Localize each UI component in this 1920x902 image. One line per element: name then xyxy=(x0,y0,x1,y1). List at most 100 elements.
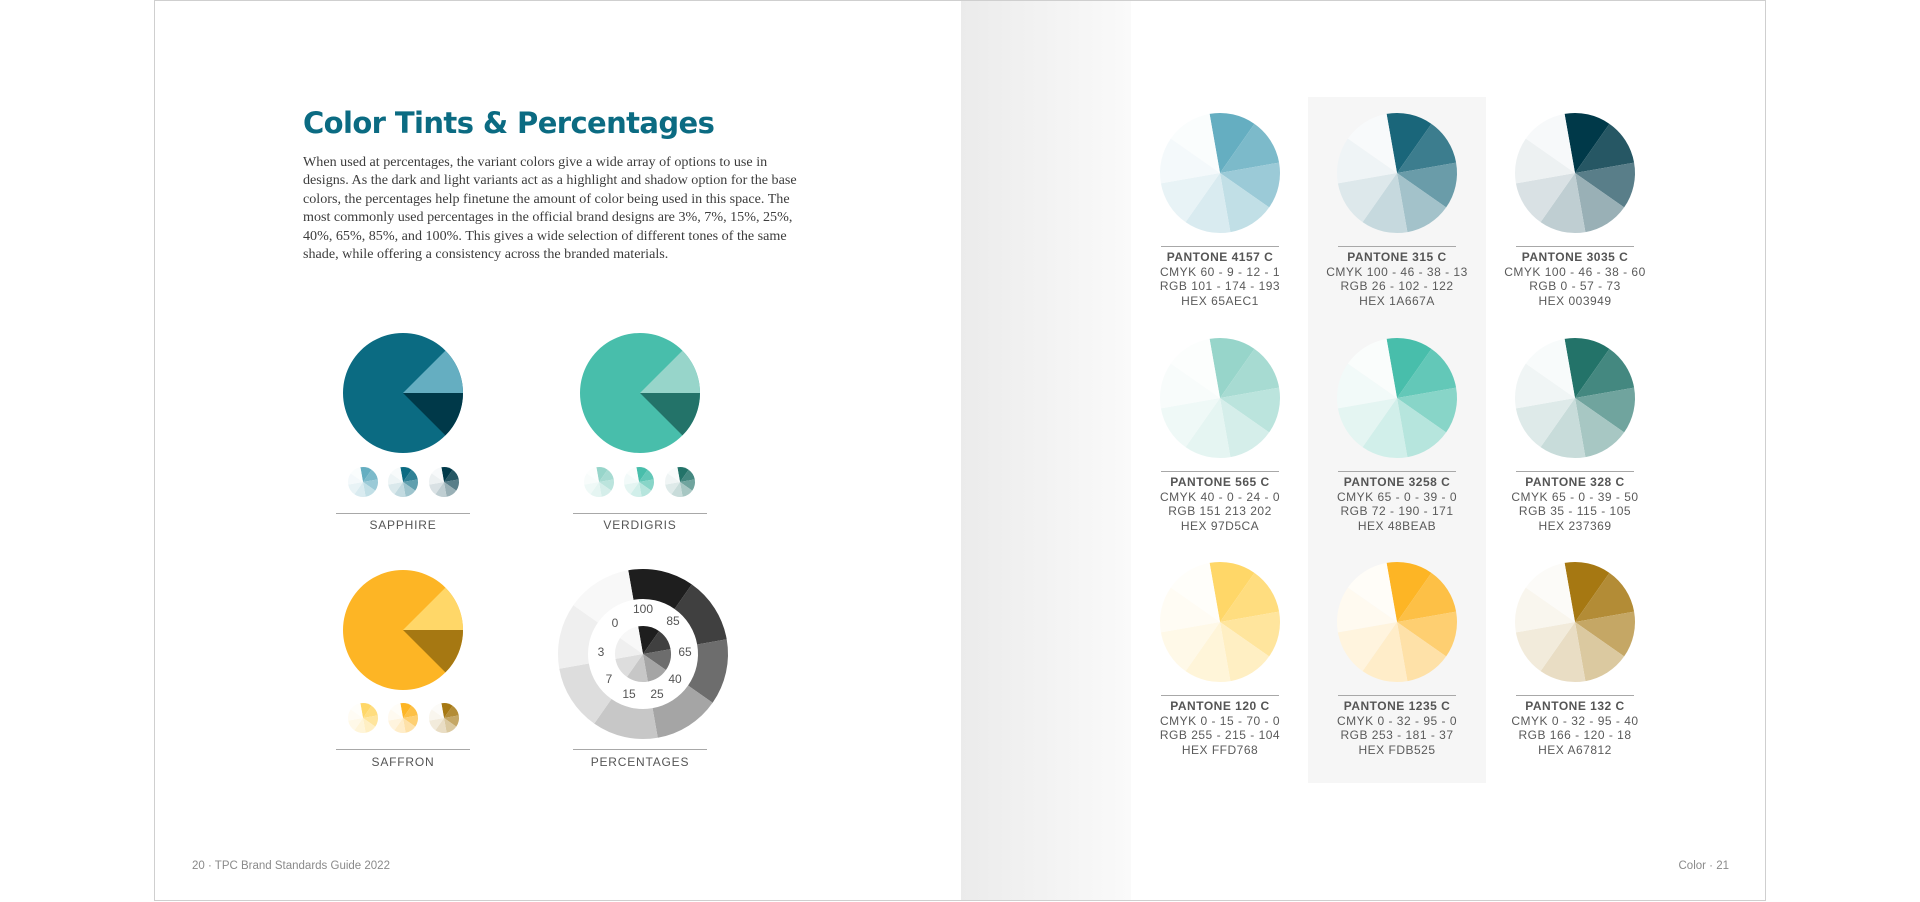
mini-tint-slice xyxy=(394,482,406,497)
pantone-hex-value: HEX FDB525 xyxy=(1358,742,1436,757)
pantone-card-rule xyxy=(1516,695,1634,696)
pantone-card: PANTONE 565 C CMYK 40 - 0 - 24 - 0 RGB 151… xyxy=(1145,471,1295,533)
pie-dark-slice xyxy=(640,393,700,436)
percent-inner-slice xyxy=(626,654,648,682)
tint-slice xyxy=(1540,173,1586,233)
page-title: Color Tints & Percentages xyxy=(303,106,715,140)
tint-slice xyxy=(1515,622,1575,672)
tint-slice xyxy=(1160,173,1220,223)
right-page-footer: Color · 21 xyxy=(1678,860,1730,872)
mini-tint-slice xyxy=(584,482,599,495)
pantone-rgb-value: RGB 35 - 115 - 105 xyxy=(1518,504,1632,519)
tint-slice xyxy=(1337,173,1397,223)
pie-light-slice xyxy=(403,587,463,630)
pantone-tint-pie xyxy=(1337,113,1457,233)
pantone-card: PANTONE 132 C CMYK 0 - 32 - 95 - 40 RGB 16… xyxy=(1500,695,1650,757)
percentages-label: PERCENTAGES xyxy=(590,755,690,769)
percent-ring-segment xyxy=(628,569,692,609)
pantone-card: PANTONE 3035 C CMYK 100 - 46 - 38 - 60 RGB… xyxy=(1500,246,1650,308)
percent-value-label: 65 xyxy=(678,645,692,659)
mini-tint-slice xyxy=(403,715,418,727)
mini-tint-slice xyxy=(354,718,366,733)
tint-slice xyxy=(1397,162,1457,208)
pantone-name-value: PANTONE 1235 C xyxy=(1343,699,1451,713)
tint-slice xyxy=(1525,113,1575,173)
tint-slice xyxy=(1347,338,1397,398)
tint-slice xyxy=(1160,622,1220,672)
percent-ring-segment xyxy=(594,699,658,739)
mini-tint-slice xyxy=(624,473,639,485)
pantone-card-rule xyxy=(1161,695,1279,696)
tint-slice xyxy=(1220,123,1280,173)
percent-value-label: 25 xyxy=(650,687,664,701)
tint-slice xyxy=(1525,562,1575,622)
saffron-light-tint-pie xyxy=(348,703,378,733)
pantone-hex-value: HEX 65AEC1 xyxy=(1181,293,1259,308)
mini-tint-slice xyxy=(390,467,403,482)
tint-slice xyxy=(1170,562,1220,622)
mini-tint-slice xyxy=(639,482,652,497)
pantone-tint-pie xyxy=(1515,113,1635,233)
percentages-divider xyxy=(573,749,707,750)
mini-tint-slice xyxy=(400,703,412,718)
pie-dark-slice xyxy=(403,393,463,436)
tint-slice xyxy=(1220,611,1280,657)
tint-slice xyxy=(1575,162,1635,208)
pantone-rgb-value: RGB 26 - 102 - 122 xyxy=(1340,279,1454,294)
mini-tint-slice xyxy=(586,467,599,482)
tint-slice xyxy=(1220,572,1280,622)
mini-tint-slice xyxy=(596,467,608,482)
sapphire-main-pie xyxy=(343,333,463,453)
pantone-cmyk-value: CMYK 0 - 32 - 95 - 0 xyxy=(1336,714,1458,728)
mini-tint-slice xyxy=(680,482,693,497)
tint-slice xyxy=(1386,562,1432,622)
pantone-name-value: PANTONE 4157 C xyxy=(1166,250,1274,264)
mini-tint-slice xyxy=(667,467,680,482)
mini-tint-slice xyxy=(636,467,648,482)
percent-value-label: 40 xyxy=(668,672,682,686)
pantone-card: PANTONE 315 C CMYK 100 - 46 - 38 - 13 RGB … xyxy=(1322,246,1472,308)
tint-slice xyxy=(1220,387,1280,433)
tint-slice xyxy=(1575,622,1625,682)
mini-tint-slice xyxy=(624,482,639,495)
percent-value-label: 3 xyxy=(598,645,605,659)
mini-tint-slice xyxy=(599,479,614,491)
sapphire-base-tint-pie xyxy=(388,467,418,497)
pantone-name-value: PANTONE 315 C xyxy=(1347,250,1447,264)
saffron-divider xyxy=(336,749,470,750)
tint-slice xyxy=(1160,138,1220,184)
pantone-cmyk-value: CMYK 0 - 15 - 70 - 0 xyxy=(1159,714,1281,728)
mini-tint-slice xyxy=(665,482,680,495)
tint-slice xyxy=(1209,338,1255,398)
sapphire-light-tint-pie xyxy=(348,467,378,497)
pantone-card-rule xyxy=(1516,246,1634,247)
mini-tint-slice xyxy=(363,479,378,491)
pantone-card-rule xyxy=(1516,471,1634,472)
tint-slice xyxy=(1397,387,1457,433)
tint-slice xyxy=(1515,363,1575,409)
mini-tint-slice xyxy=(403,469,418,482)
tint-slice xyxy=(1362,398,1408,458)
pantone-cmyk-value: CMYK 100 - 46 - 38 - 13 xyxy=(1326,265,1468,279)
pantone-card-rule xyxy=(1161,246,1279,247)
pie-light-slice xyxy=(640,350,700,393)
mini-tint-slice xyxy=(444,715,459,727)
pantone-rgb-value: RGB 101 - 174 - 193 xyxy=(1159,279,1281,294)
mini-tint-slice xyxy=(360,467,372,482)
tint-slice xyxy=(1564,562,1610,622)
tint-slice xyxy=(1540,622,1586,682)
tint-slice xyxy=(1347,562,1397,622)
pie-light-slice xyxy=(403,350,463,393)
mini-tint-slice xyxy=(388,718,403,731)
tint-slice xyxy=(1160,398,1220,448)
mini-tint-slice xyxy=(390,703,403,718)
pantone-cmyk-value: CMYK 40 - 0 - 24 - 0 xyxy=(1159,490,1281,504)
tint-slice xyxy=(1397,123,1457,173)
tint-slice xyxy=(1397,173,1447,233)
mini-tint-slice xyxy=(444,705,459,718)
verdigris-light-tint-pie xyxy=(584,467,614,497)
mini-tint-slice xyxy=(400,467,412,482)
left-page-footer: 20 · TPC Brand Standards Guide 2022 xyxy=(192,860,390,872)
mini-tint-slice xyxy=(435,482,447,497)
percentages-diagram: 100 85 65 40 25 15 73 0 xyxy=(558,569,728,739)
